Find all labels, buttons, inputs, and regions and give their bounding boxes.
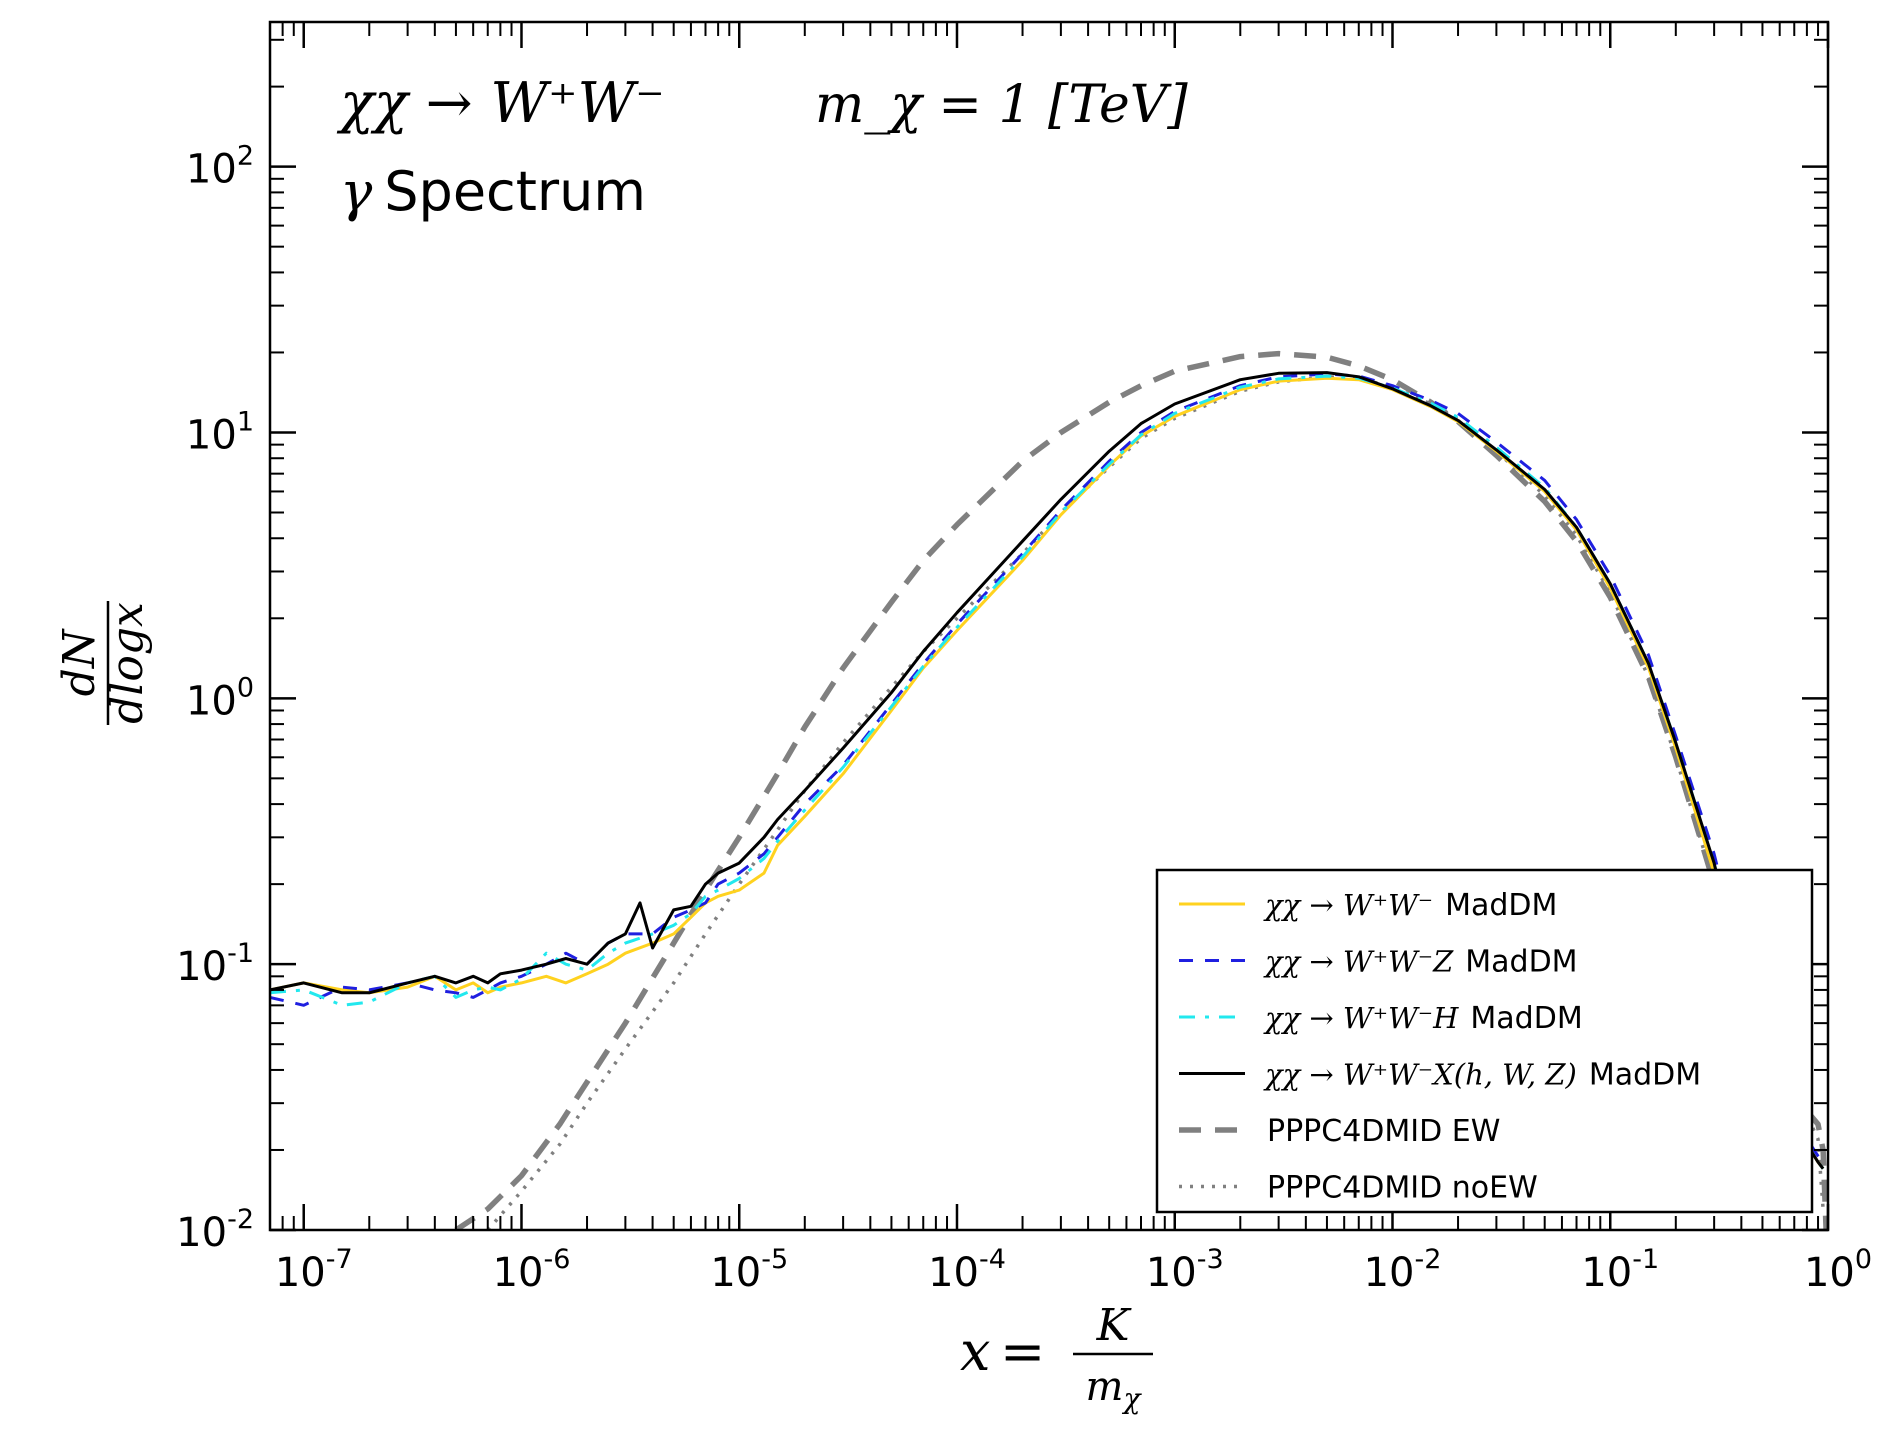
- x-axis-label-lhs: x: [960, 1320, 990, 1383]
- x-tick-label: 10-4: [928, 1244, 1006, 1296]
- x-axis-label-denominator: mχ: [1086, 1364, 1143, 1415]
- x-axis-label-equals: =: [1000, 1320, 1045, 1383]
- mass-annotation: m_χ = 1 [TeV]: [815, 75, 1188, 135]
- axis-ticks: 10-7 10-6 10-5 10-4 10-3 10-2 10-1 100 10-2 10-1 1…: [176, 22, 1872, 1296]
- legend-label-2: MadDM: [1470, 1001, 1582, 1036]
- x-tick-label: 10-3: [1146, 1244, 1224, 1296]
- series-line-5: [486, 375, 1825, 1230]
- legend-label-math-0: χχ → W⁺W⁻: [1263, 888, 1433, 922]
- x-tick-label: 10-1: [1581, 1244, 1659, 1296]
- y-tick-label: 102: [186, 141, 254, 193]
- y-axis-label-denominator: dlogx: [102, 602, 153, 724]
- x-axis-label-numerator: K: [1096, 1300, 1132, 1351]
- legend-label-4: PPPC4DMID EW: [1267, 1114, 1500, 1149]
- x-tick-label: 10-6: [493, 1244, 571, 1296]
- y-axis-label-numerator: dN: [54, 628, 105, 696]
- plot-frame: [268, 20, 1830, 1232]
- x-tick-label: 10-2: [1364, 1244, 1442, 1296]
- legend-label-math-2: χχ → W⁺W⁻H: [1263, 1001, 1459, 1035]
- legend-label-1: MadDM: [1465, 945, 1577, 980]
- series-line-1: [270, 372, 1825, 1164]
- legend-label-3: MadDM: [1589, 1058, 1701, 1093]
- x-tick-label: 10-5: [710, 1244, 788, 1296]
- spectrum-annotation: γ Spectrum: [340, 160, 646, 223]
- legend-label-5: PPPC4DMID noEW: [1267, 1171, 1538, 1206]
- gamma-symbol: γ: [340, 160, 373, 223]
- legend-label-math-1: χχ → W⁺W⁻Z: [1263, 945, 1454, 979]
- process-annotation: χχ → W⁺W⁻: [336, 71, 665, 136]
- y-tick-label: 101: [186, 406, 254, 458]
- y-axis-label: dN dlogx: [54, 601, 153, 725]
- x-tick-label: 100: [1804, 1244, 1872, 1296]
- legend-label-math-3: χχ → W⁺W⁻X(h, W, Z): [1263, 1058, 1577, 1092]
- series-line-3: [270, 371, 1825, 1170]
- spectrum-word: Spectrum: [384, 160, 646, 223]
- y-tick-label: 10-2: [176, 1204, 254, 1256]
- y-tick-label: 100: [186, 672, 254, 724]
- legend-label-0: MadDM: [1445, 888, 1557, 923]
- x-tick-label: 10-7: [275, 1244, 353, 1296]
- x-axis-label: x = K mχ: [960, 1300, 1153, 1415]
- y-tick-label: 10-1: [176, 938, 254, 990]
- legend-frame: [1155, 868, 1814, 1214]
